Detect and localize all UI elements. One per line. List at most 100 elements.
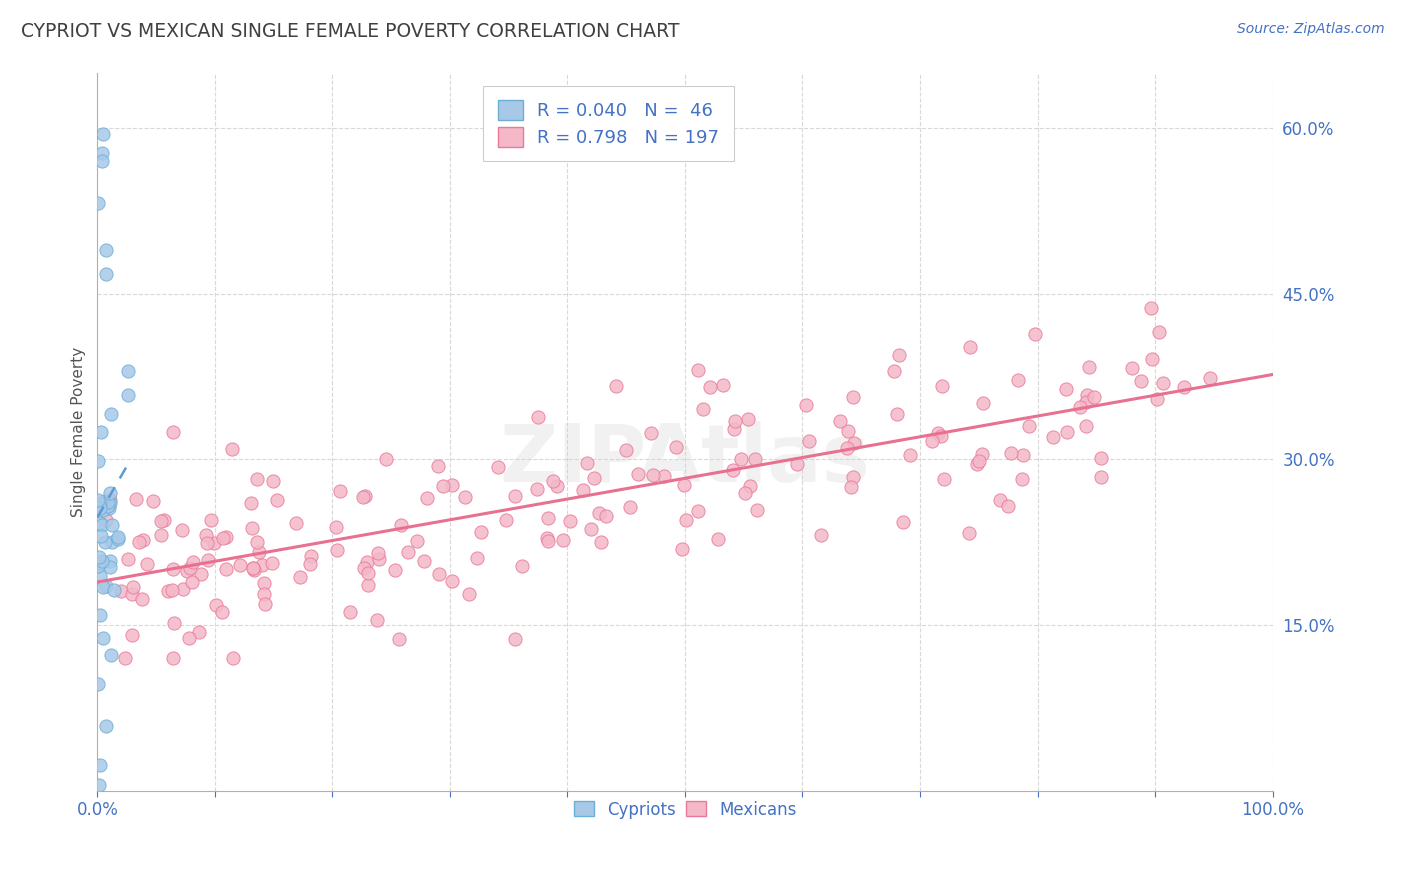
Point — [288, 570, 311, 584]
Point — [195, 535, 218, 549]
Point — [215, 562, 238, 576]
Point — [135, 557, 157, 571]
Point — [101, 535, 124, 549]
Point — [1056, 425, 1078, 439]
Point — [89, 529, 111, 543]
Point — [180, 574, 202, 589]
Point — [86, 454, 108, 468]
Point — [1199, 371, 1222, 385]
Point — [243, 563, 266, 577]
Text: Source: ZipAtlas.com: Source: ZipAtlas.com — [1237, 22, 1385, 37]
Point — [110, 584, 132, 599]
Point — [546, 479, 568, 493]
Point — [389, 518, 412, 533]
Point — [932, 472, 955, 486]
Point — [100, 648, 122, 662]
Point — [242, 561, 264, 575]
Point — [810, 528, 832, 542]
Point — [427, 566, 450, 581]
Text: CYPRIOT VS MEXICAN SINGLE FEMALE POVERTY CORRELATION CHART: CYPRIOT VS MEXICAN SINGLE FEMALE POVERTY… — [21, 22, 679, 41]
Point — [117, 364, 139, 378]
Point — [883, 364, 905, 378]
Point — [799, 434, 821, 449]
Point — [837, 425, 859, 439]
Point — [149, 527, 172, 541]
Point — [886, 407, 908, 421]
Point — [470, 524, 492, 539]
Point — [740, 479, 762, 493]
Point — [416, 491, 439, 505]
Point — [197, 552, 219, 566]
Point — [988, 493, 1011, 508]
Point — [101, 517, 124, 532]
Point — [142, 493, 165, 508]
Point — [388, 632, 411, 647]
Point — [107, 530, 129, 544]
Point — [957, 526, 980, 541]
Legend: Cypriots, Mexicans: Cypriots, Mexicans — [567, 794, 803, 825]
Point — [571, 483, 593, 497]
Point — [253, 586, 276, 600]
Point — [131, 592, 153, 607]
Point — [90, 425, 112, 439]
Point — [176, 565, 198, 579]
Point — [1083, 390, 1105, 404]
Point — [97, 500, 120, 515]
Point — [242, 521, 264, 535]
Point — [367, 552, 389, 566]
Point — [87, 195, 110, 210]
Point — [997, 499, 1019, 513]
Point — [927, 426, 949, 441]
Point — [284, 516, 307, 530]
Point — [354, 489, 377, 503]
Point — [262, 475, 284, 489]
Point — [641, 467, 664, 482]
Point — [432, 479, 454, 493]
Point — [692, 402, 714, 417]
Point — [90, 146, 112, 161]
Point — [1018, 419, 1040, 434]
Point — [891, 515, 914, 529]
Point — [384, 563, 406, 577]
Point — [627, 467, 650, 482]
Point — [94, 578, 117, 592]
Point — [100, 407, 122, 421]
Point — [486, 460, 509, 475]
Point — [737, 411, 759, 425]
Point — [582, 471, 605, 485]
Point — [339, 606, 361, 620]
Point — [91, 554, 114, 568]
Point — [1007, 373, 1029, 387]
Point — [121, 628, 143, 642]
Point — [366, 613, 388, 627]
Point — [652, 469, 675, 483]
Point — [1074, 418, 1097, 433]
Point — [163, 616, 186, 631]
Point — [162, 425, 184, 439]
Point — [357, 578, 380, 592]
Point — [98, 554, 121, 568]
Point — [1076, 395, 1098, 409]
Point — [89, 568, 111, 582]
Point — [560, 514, 582, 528]
Point — [1121, 361, 1143, 376]
Point — [266, 493, 288, 508]
Point — [177, 631, 200, 645]
Point — [122, 580, 145, 594]
Point — [353, 560, 375, 574]
Point — [89, 556, 111, 570]
Point — [537, 511, 560, 525]
Point — [91, 154, 114, 169]
Point — [413, 554, 436, 568]
Point — [215, 530, 238, 544]
Point — [89, 608, 111, 623]
Point — [204, 599, 226, 613]
Point — [117, 552, 139, 566]
Point — [87, 493, 110, 508]
Point — [149, 514, 172, 528]
Point — [929, 429, 952, 443]
Point — [835, 442, 858, 456]
Point — [170, 523, 193, 537]
Point — [614, 442, 637, 457]
Point — [94, 267, 117, 281]
